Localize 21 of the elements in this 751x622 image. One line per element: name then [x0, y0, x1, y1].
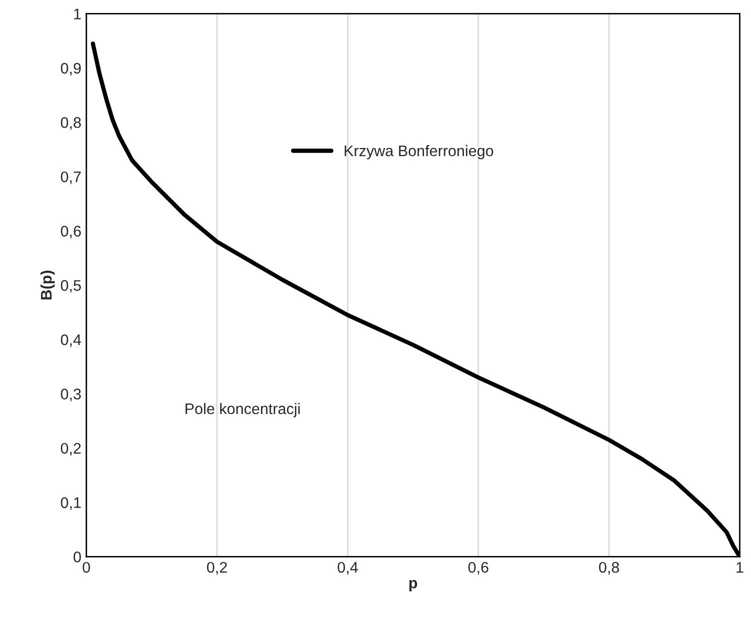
y-tick-label: 1 [74, 8, 81, 20]
y-tick-label: 0,7 [60, 171, 81, 184]
y-tick-label: 0,3 [60, 388, 81, 402]
legend-label: Krzywa Bonferroniego [344, 145, 494, 160]
y-tick-label: 0,6 [60, 226, 81, 238]
x-tick-label: 0,6 [468, 562, 488, 575]
y-tick-label: 0,4 [60, 334, 82, 347]
x-tick-label: 0,4 [338, 562, 358, 575]
y-tick-label: 0,1 [60, 497, 81, 510]
x-tick-label: 0 [82, 562, 90, 573]
y-tick-label: 0,2 [60, 442, 81, 456]
y-tick-label: 0,8 [60, 117, 81, 130]
x-tick-label: 0,2 [207, 562, 227, 575]
y-axis-title: B(p) [40, 270, 55, 300]
y-tick-label: 0 [74, 552, 81, 562]
x-axis-title: p [409, 580, 418, 592]
annotation: Pole koncentracji [186, 402, 300, 418]
y-tick-label: 0,9 [60, 62, 81, 76]
x-tick-label: 0,8 [599, 562, 620, 575]
y-tick-label: 0,5 [60, 280, 81, 293]
x-tick-label: 1 [736, 562, 744, 573]
